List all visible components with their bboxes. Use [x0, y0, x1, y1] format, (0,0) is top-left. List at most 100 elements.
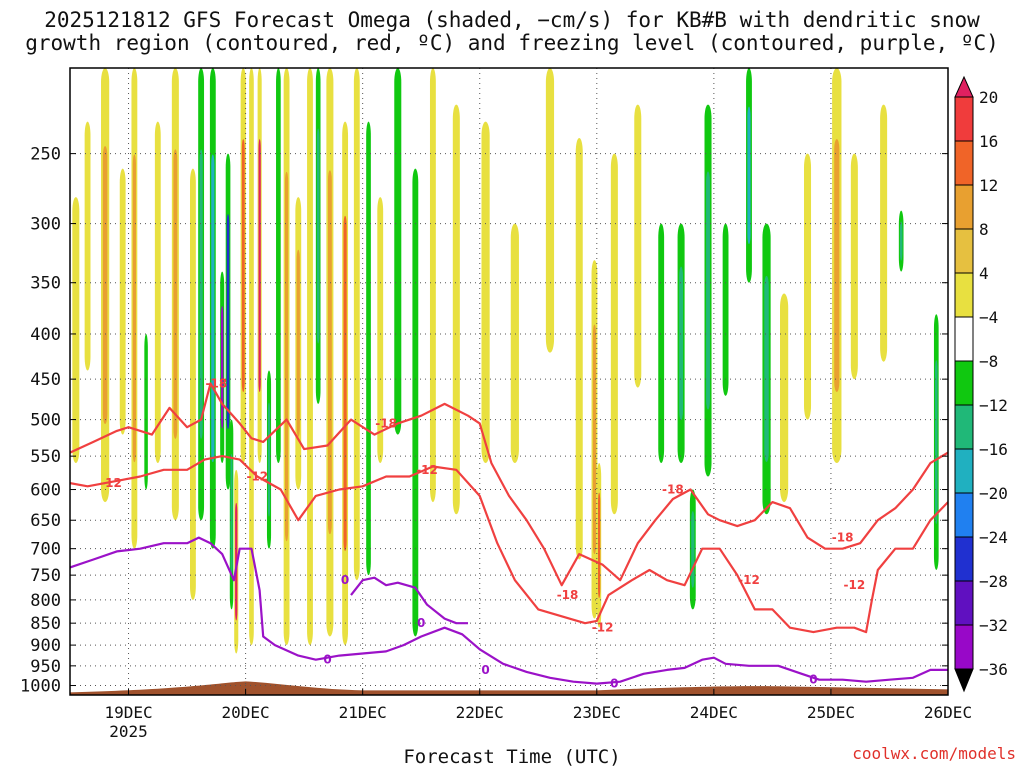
- y-tick-label: 350: [30, 274, 61, 294]
- colorbar-swatch: [954, 536, 974, 582]
- omega-region: [189, 168, 196, 600]
- omega-region: [84, 121, 91, 371]
- omega-core: [230, 453, 233, 576]
- colorbar-swatch: [954, 96, 974, 142]
- contour-label: -12: [592, 621, 614, 635]
- omega-region: [366, 121, 371, 576]
- colorbar-label: 16: [979, 132, 998, 151]
- credit-text: coolwx.com/models: [852, 744, 1016, 763]
- omega-region: [545, 68, 555, 353]
- contour-label: -12: [844, 578, 866, 592]
- plot-frame: [69, 67, 949, 696]
- y-tick-label: 950: [30, 657, 61, 677]
- y-tick-label: 1000: [20, 677, 61, 697]
- colorbar-bottom-triangle: [954, 668, 974, 693]
- y-tick-label: 800: [30, 591, 61, 611]
- omega-region: [880, 104, 888, 362]
- omega-region: [575, 137, 583, 560]
- omega-core: [679, 266, 684, 420]
- omega-core: [834, 139, 840, 392]
- colorbar-swatch: [954, 228, 974, 274]
- x-tick-label: 26DEC: [924, 703, 972, 722]
- contour-label: -18: [832, 531, 854, 545]
- omega-region: [658, 223, 665, 464]
- omega-region: [452, 104, 460, 515]
- x-tick-label: 20DEC: [222, 703, 270, 722]
- colorbar-label: −28: [979, 572, 1008, 591]
- colorbar: 20 16 12 8 4 −4 −8 −12 −16 −20 −24 −28 −32 −36: [954, 75, 1008, 693]
- omega-core: [706, 171, 710, 410]
- axes: 2503003504004505005506006507007508008509…: [20, 67, 972, 741]
- x-tick-label: 25DEC: [807, 703, 855, 722]
- contour-label: -18: [662, 483, 684, 497]
- y-tick-label: 750: [30, 566, 61, 586]
- contour-label: -18: [205, 376, 227, 390]
- colorbar-swatch: [954, 316, 974, 362]
- omega-core: [343, 215, 347, 551]
- colorbar-top-triangle: [954, 75, 974, 98]
- plot-area: -18 -18 -18 -18 -18 -12 -12 -12 -12 -12 -12 0 0 0 0 0 0: [70, 68, 948, 695]
- y-tick-label: 700: [30, 540, 61, 560]
- contour-label: -18: [375, 416, 397, 430]
- omega-region: [144, 333, 148, 490]
- colorbar-swatch: [954, 184, 974, 230]
- omega-core: [316, 128, 320, 344]
- omega-core: [592, 324, 597, 555]
- x-tick-label: 19DEC: [104, 703, 152, 722]
- omega-core: [327, 170, 332, 535]
- contour-label: 0: [323, 653, 331, 667]
- contour-line: [70, 536, 948, 685]
- omega-core: [173, 149, 178, 439]
- y-tick-label: 550: [30, 447, 61, 467]
- y-tick-label: 850: [30, 614, 61, 634]
- colorbar-swatch: [954, 492, 974, 538]
- omega-core: [899, 221, 903, 261]
- omega-region: [377, 197, 384, 464]
- omega-region: [610, 153, 618, 515]
- colorbar-label: 20: [979, 88, 998, 107]
- colorbar-swatch: [954, 624, 974, 670]
- colorbar-label: −12: [979, 396, 1008, 415]
- terrain-surface: [70, 681, 948, 695]
- omega-region: [804, 153, 812, 420]
- colorbar-swatch: [954, 360, 974, 406]
- omega-region: [119, 168, 126, 435]
- omega-core: [211, 154, 215, 463]
- contour-label: 0: [417, 616, 425, 630]
- omega-region: [353, 68, 360, 581]
- omega-core: [598, 492, 601, 599]
- chart-title-line-1: 2025121812 GFS Forecast Omega (shaded, −…: [44, 8, 980, 32]
- y-tick-label: 650: [30, 511, 61, 531]
- omega-core: [764, 275, 769, 462]
- contour-label: -12: [416, 463, 438, 477]
- y-tick-label: 300: [30, 215, 61, 235]
- omega-region: [722, 223, 729, 396]
- x-tick-label: 21DEC: [339, 703, 387, 722]
- omega-region: [850, 153, 858, 380]
- omega-region: [429, 68, 436, 503]
- omega-core: [226, 214, 230, 430]
- colorbar-label: −36: [979, 660, 1008, 679]
- y-tick-label: 900: [30, 636, 61, 656]
- contour-line: [70, 455, 948, 634]
- colorbar-label: 12: [979, 176, 998, 195]
- omega-core: [241, 139, 245, 392]
- contour-line: [350, 576, 468, 625]
- omega-region: [249, 68, 254, 646]
- x-tick-label: 22DEC: [456, 703, 504, 722]
- omega-core: [691, 511, 695, 588]
- contour-label: 0: [341, 573, 349, 587]
- contour-label: 0: [481, 663, 489, 677]
- omega-core: [199, 149, 203, 439]
- omega-core: [267, 402, 271, 517]
- y-tick-label: 400: [30, 325, 61, 345]
- y-tick-label: 450: [30, 370, 61, 390]
- x-axis-title: Forecast Time (UTC): [403, 746, 621, 768]
- omega-region: [481, 121, 490, 464]
- omega-core: [296, 249, 300, 437]
- x-tick-label: 24DEC: [690, 703, 738, 722]
- colorbar-label: −16: [979, 440, 1008, 459]
- omega-region: [72, 197, 80, 464]
- omega-region: [634, 104, 642, 388]
